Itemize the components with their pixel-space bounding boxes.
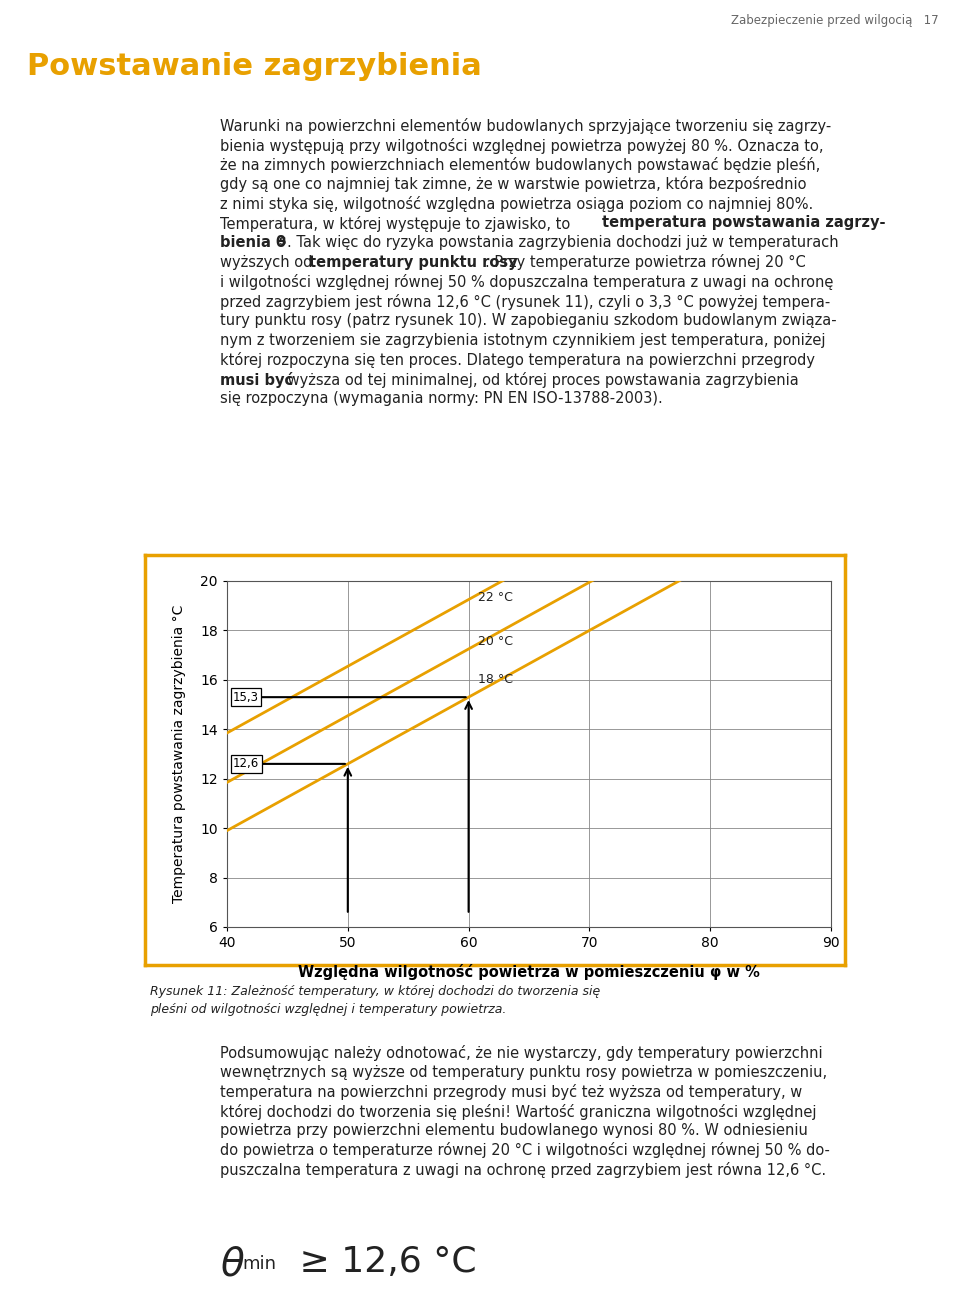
Text: Powstawanie zagrzybienia: Powstawanie zagrzybienia [27, 52, 482, 81]
Text: Rysunek 11: Zależność temperatury, w której dochodzi do tworzenia się: Rysunek 11: Zależność temperatury, w któ… [150, 985, 600, 998]
Text: wewnętrznych są wyższe od temperatury punktu rosy powietrza w pomieszczeniu,: wewnętrznych są wyższe od temperatury pu… [220, 1064, 828, 1080]
Text: bienia występują przy wilgotności względnej powietrza powyżej 80 %. Oznacza to,: bienia występują przy wilgotności względ… [220, 137, 824, 154]
Text: . Tak więc do ryzyka powstania zagrzybienia dochodzi już w temperaturach: . Tak więc do ryzyka powstania zagrzybie… [287, 235, 839, 249]
Text: z nimi styka się, wilgotność względna powietrza osiąga poziom co najmniej 80%.: z nimi styka się, wilgotność względna po… [220, 196, 813, 212]
Y-axis label: Temperatura powstawania zagrzybienia °C: Temperatura powstawania zagrzybienia °C [173, 605, 186, 904]
X-axis label: Względna wilgotność powietrza w pomieszczeniu φ w %: Względna wilgotność powietrza w pomieszc… [298, 964, 760, 980]
Text: S: S [278, 236, 285, 247]
Text: pleśni od wilgotności względnej i temperatury powietrza.: pleśni od wilgotności względnej i temper… [150, 1003, 506, 1016]
Text: wyższych od: wyższych od [220, 255, 317, 269]
Text: min: min [242, 1255, 276, 1273]
Text: się rozpoczyna (wymagania normy: PN EN ISO-13788-2003).: się rozpoczyna (wymagania normy: PN EN I… [220, 390, 662, 406]
Text: tury punktu rosy (patrz rysunek 10). W zapobieganiu szkodom budowlanym związa-: tury punktu rosy (patrz rysunek 10). W z… [220, 313, 836, 328]
Text: 15,3: 15,3 [233, 691, 259, 704]
Text: Zabezpieczenie przed wilgocią   17: Zabezpieczenie przed wilgocią 17 [732, 14, 939, 27]
Text: 20 °C: 20 °C [478, 635, 514, 648]
Text: Temperatura, w której występuje to zjawisko, to: Temperatura, w której występuje to zjawi… [220, 215, 575, 231]
Text: temperatura powstawania zagrzy-: temperatura powstawania zagrzy- [602, 215, 885, 230]
Text: temperatura na powierzchni przegrody musi być też wyższa od temperatury, w: temperatura na powierzchni przegrody mus… [220, 1084, 803, 1100]
Text: temperatury punktu rosy: temperatury punktu rosy [309, 255, 517, 269]
Text: Warunki na powierzchni elementów budowlanych sprzyjające tworzeniu się zagrzy-: Warunki na powierzchni elementów budowla… [220, 118, 831, 135]
Text: przed zagrzybiem jest równa 12,6 °C (rysunek 11), czyli o 3,3 °C powyżej tempera: przed zagrzybiem jest równa 12,6 °C (rys… [220, 294, 830, 310]
Text: której rozpoczyna się ten proces. Dlatego temperatura na powierzchni przegrody: której rozpoczyna się ten proces. Dlateg… [220, 353, 815, 368]
Text: że na zimnych powierzchniach elementów budowlanych powstawać będzie pleśń,: że na zimnych powierzchniach elementów b… [220, 157, 820, 172]
Text: do powietrza o temperaturze równej 20 °C i wilgotności względnej równej 50 % do-: do powietrza o temperaturze równej 20 °C… [220, 1143, 829, 1158]
Text: bienia θ: bienia θ [220, 235, 286, 249]
Text: Podsumowując należy odnotować, że nie wystarczy, gdy temperatury powierzchni: Podsumowując należy odnotować, że nie wy… [220, 1045, 823, 1060]
Text: 22 °C: 22 °C [478, 592, 514, 605]
Text: musi być: musi być [220, 371, 293, 388]
Text: i wilgotności względnej równej 50 % dopuszczalna temperatura z uwagi na ochronę: i wilgotności względnej równej 50 % dopu… [220, 274, 833, 290]
Text: powietrza przy powierzchni elementu budowlanego wynosi 80 %. W odniesieniu: powietrza przy powierzchni elementu budo… [220, 1123, 808, 1138]
Text: θ: θ [220, 1245, 244, 1282]
Text: . Przy temperaturze powietrza równej 20 °C: . Przy temperaturze powietrza równej 20 … [485, 255, 805, 270]
Text: gdy są one co najmniej tak zimne, że w warstwie powietrza, która bezpośrednio: gdy są one co najmniej tak zimne, że w w… [220, 176, 806, 192]
Text: 12,6: 12,6 [233, 757, 259, 771]
Text: ≥ 12,6 °C: ≥ 12,6 °C [288, 1245, 476, 1279]
Text: nym z tworzeniem sie zagrzybienia istotnym czynnikiem jest temperatura, poniżej: nym z tworzeniem sie zagrzybienia istotn… [220, 333, 826, 347]
Text: 18 °C: 18 °C [478, 673, 514, 686]
Text: wyższa od tej minimalnej, od której proces powstawania zagrzybienia: wyższa od tej minimalnej, od której proc… [283, 371, 799, 388]
Text: puszczalna temperatura z uwagi na ochronę przed zagrzybiem jest równa 12,6 °C.: puszczalna temperatura z uwagi na ochron… [220, 1162, 827, 1178]
Text: której dochodzi do tworzenia się pleśni! Wartość graniczna wilgotności względnej: której dochodzi do tworzenia się pleśni!… [220, 1104, 817, 1119]
